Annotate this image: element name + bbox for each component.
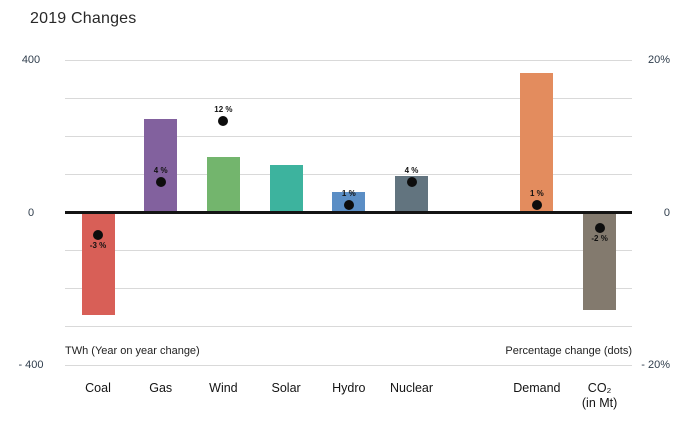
gridline (65, 59, 632, 61)
pct-dot-gas (155, 177, 166, 187)
category-label-coal: Coal (85, 381, 111, 395)
pct-dot-coal (93, 230, 103, 241)
bar-solar (269, 164, 303, 213)
category-label-solar: Solar (271, 381, 301, 395)
left-tick-0: 0 (27, 206, 35, 219)
pct-label-demand: 1 % (529, 188, 544, 198)
pct-label-hydro: 1 % (341, 188, 356, 198)
pct-dot-demand (531, 199, 542, 210)
right-axis-annotation: Percentage change (dots) (505, 345, 632, 357)
left-axis-annotation: TWh (Year on year change) (65, 345, 200, 357)
pct-label-wind: 12 % (214, 105, 233, 114)
category-label-gas: Gas (149, 381, 173, 395)
category-label-wind: Wind (209, 381, 238, 395)
category-label-nuclear: Nuclear (389, 381, 434, 395)
pct-label-coal: -3 % (89, 241, 107, 251)
gridline (65, 173, 632, 175)
category-label-hydro: Hydro (332, 381, 366, 395)
pct-dot-wind (218, 116, 229, 126)
gridline (65, 135, 632, 137)
pct-label-nuclear: 4 % (404, 166, 419, 175)
zero-baseline (65, 211, 632, 214)
category-sublabel-co: (in Mt) (581, 396, 618, 410)
pct-dot-hydro (343, 199, 354, 210)
pct-label-co: -2 % (591, 233, 608, 243)
pct-label-gas: 4 % (153, 166, 168, 175)
right-tick-0: 0 (663, 206, 670, 219)
bar-wind (206, 157, 240, 213)
right-tick--20: - 20% (641, 359, 670, 371)
pct-dot-nuclear (406, 177, 417, 187)
chart-title: 2019 Changes (30, 10, 137, 27)
gridline (65, 326, 632, 328)
bar-demand (520, 73, 554, 213)
left-tick-400: 400 (21, 54, 41, 66)
gridline (65, 288, 632, 290)
right-tick-20: 20% (647, 54, 670, 66)
bar-coal (81, 212, 115, 316)
category-label-co: CO₂ (in Mt) (581, 381, 618, 410)
gridline (65, 250, 632, 252)
plot-area: -3 % 4 % 12 % 1 % 4 % 1 % -2 % (65, 59, 632, 366)
pct-dot-co (594, 222, 605, 233)
bar-gas (144, 119, 178, 213)
left-tick--400: - 400 (18, 359, 44, 371)
gridline (65, 364, 632, 366)
gridline (65, 97, 632, 99)
category-label-demand: Demand (513, 381, 561, 395)
